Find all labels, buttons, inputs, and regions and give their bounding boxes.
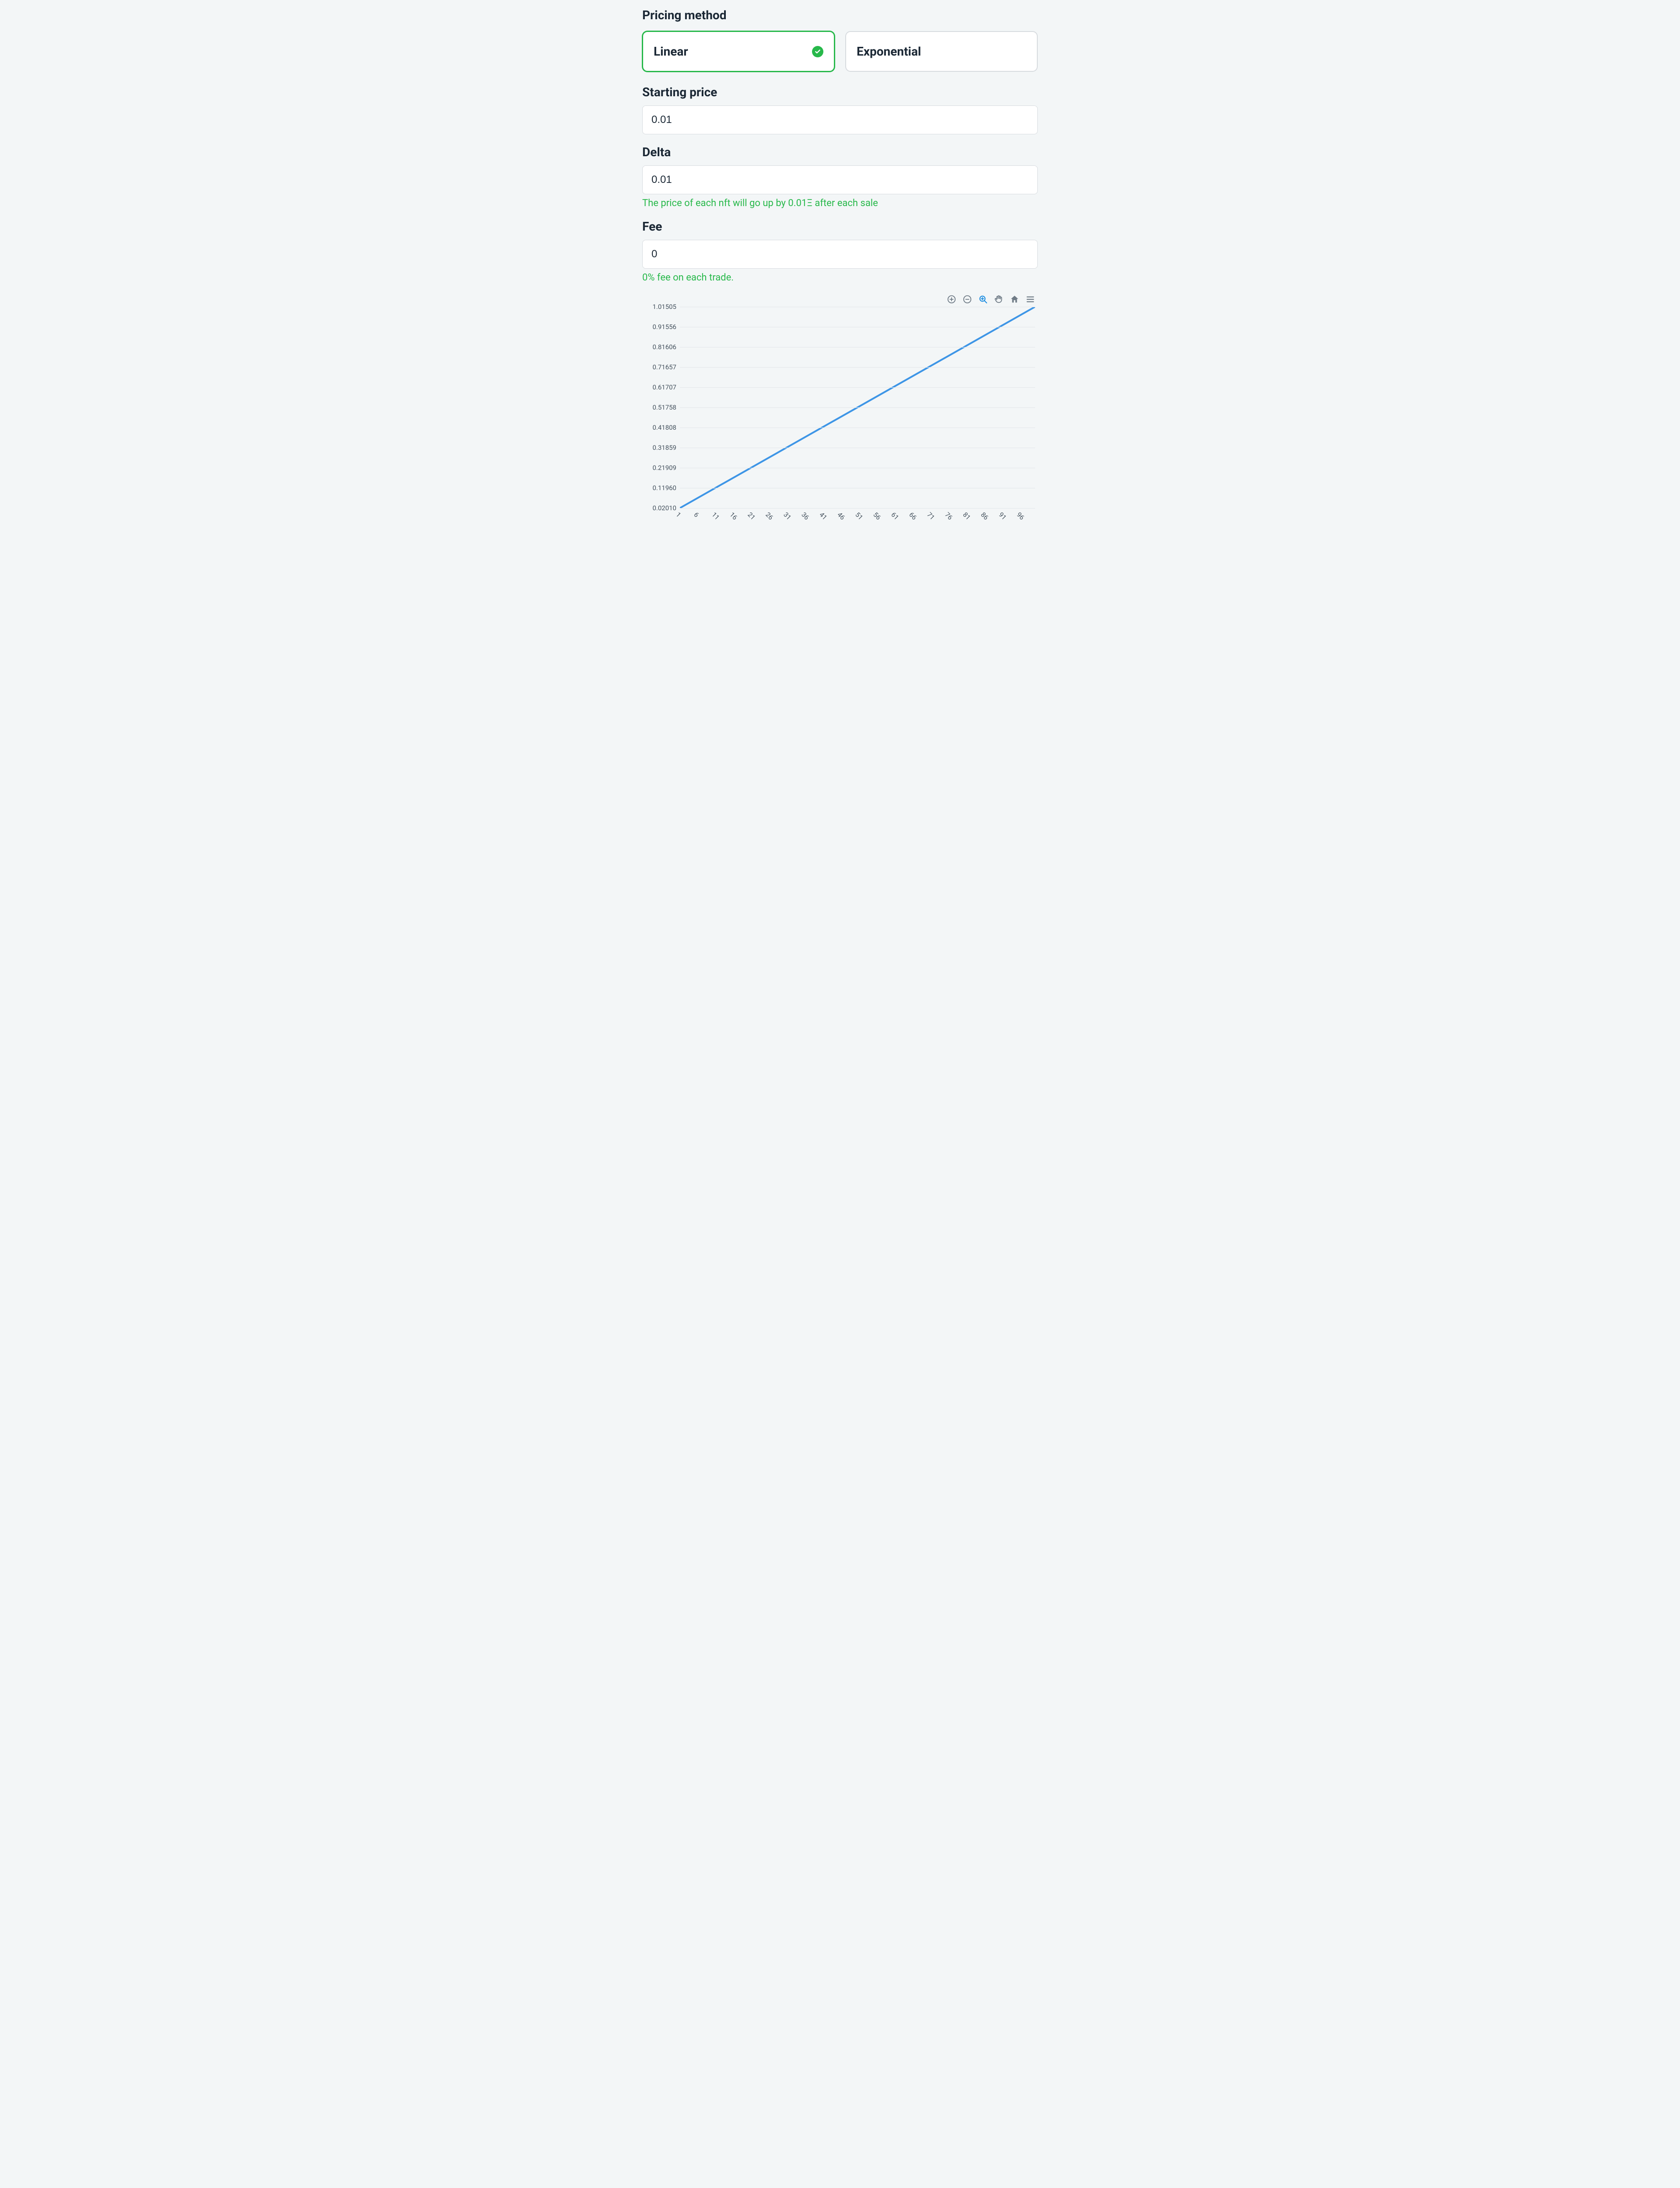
method-option-label: Linear: [654, 44, 688, 59]
pricing-form: Pricing method Linear Exponential Starti…: [634, 0, 1046, 544]
zoom-out-icon[interactable]: [962, 294, 973, 305]
starting-price-label: Starting price: [642, 85, 1038, 99]
chart-gridline: [680, 407, 1035, 408]
chart-x-tick-label: 21: [746, 511, 757, 522]
fee-hint: 0% fee on each trade.: [642, 272, 1038, 283]
chart-x-tick-label: 16: [728, 511, 739, 522]
chart-x-tick-label: 86: [979, 511, 990, 522]
chart-x-tick-label: 56: [872, 511, 882, 522]
chart-x-tick-label: 31: [782, 511, 793, 522]
chart-x-tick-label: 11: [710, 511, 721, 522]
chart-x-tick-label: 81: [961, 511, 972, 522]
menu-icon[interactable]: [1025, 294, 1036, 305]
chart-y-tick-label: 0.81606: [642, 343, 676, 351]
chart-x-tick-label: 36: [800, 511, 811, 522]
home-icon[interactable]: [1009, 294, 1020, 305]
fee-field: Fee 0% fee on each trade.: [642, 219, 1038, 283]
price-chart: 0.02010 0.11960 0.21909 0.31859 0.41808 0.517…: [642, 294, 1038, 531]
check-icon: [812, 46, 823, 57]
chart-x-tick-label: 61: [889, 511, 900, 522]
chart-x-tick-label: 76: [943, 511, 954, 522]
chart-y-tick-label: 0.41808: [642, 424, 676, 431]
chart-x-axis: 16111621263136414651566166717681869196: [680, 508, 1035, 531]
chart-y-tick-label: 0.51758: [642, 403, 676, 411]
delta-input[interactable]: [642, 165, 1038, 194]
chart-gridline: [680, 367, 1035, 368]
chart-x-tick-label: 51: [854, 511, 864, 522]
chart-x-tick-label: 46: [836, 511, 847, 522]
zoom-selection-icon[interactable]: [977, 294, 989, 305]
chart-y-tick-label: 0.02010: [642, 504, 676, 512]
fee-input[interactable]: [642, 240, 1038, 269]
chart-x-tick-label: 91: [997, 511, 1008, 522]
starting-price-field: Starting price: [642, 85, 1038, 134]
chart-x-tick-label: 26: [764, 511, 775, 522]
chart-y-tick-label: 0.71657: [642, 363, 676, 371]
delta-field: Delta The price of each nft will go up b…: [642, 145, 1038, 209]
chart-y-tick-label: 0.91556: [642, 323, 676, 331]
chart-x-tick-label: 66: [907, 511, 918, 522]
chart-y-tick-label: 0.11960: [642, 484, 676, 492]
starting-price-input[interactable]: [642, 105, 1038, 134]
chart-x-tick-label: 96: [1015, 511, 1026, 522]
chart-y-tick-label: 0.21909: [642, 464, 676, 472]
chart-toolbar: [642, 294, 1038, 305]
chart-y-tick-label: 1.01505: [642, 303, 676, 311]
chart-plot-area[interactable]: 0.020100.119600.219090.318590.418080.517…: [680, 307, 1035, 508]
zoom-in-icon[interactable]: [946, 294, 957, 305]
chart-y-tick-label: 0.61707: [642, 383, 676, 391]
delta-hint: The price of each nft will go up by 0.01…: [642, 198, 1038, 209]
method-option-exponential[interactable]: Exponential: [845, 31, 1038, 72]
chart-x-tick-label: 71: [925, 511, 936, 522]
fee-label: Fee: [642, 219, 1038, 234]
pan-icon[interactable]: [993, 294, 1004, 305]
chart-x-tick-label: 6: [692, 511, 700, 519]
chart-x-tick-label: 41: [818, 511, 829, 522]
chart-gridline: [680, 387, 1035, 388]
method-option-label: Exponential: [857, 44, 921, 59]
pricing-method-options: Linear Exponential: [642, 31, 1038, 72]
chart-y-tick-label: 0.31859: [642, 444, 676, 452]
pricing-method-label: Pricing method: [642, 8, 1038, 22]
delta-label: Delta: [642, 145, 1038, 159]
method-option-linear[interactable]: Linear: [642, 31, 835, 72]
